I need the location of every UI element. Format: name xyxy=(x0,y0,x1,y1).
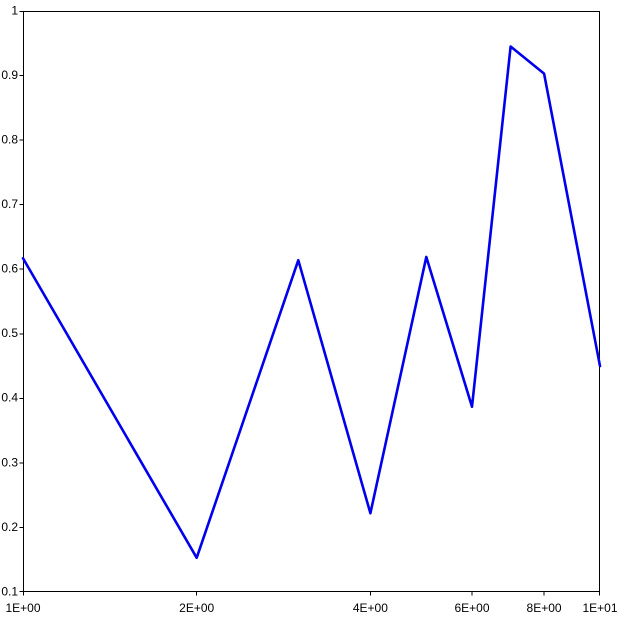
svg-text:0.9: 0.9 xyxy=(1,68,18,82)
svg-text:0.1: 0.1 xyxy=(1,585,18,599)
svg-text:0.7: 0.7 xyxy=(1,197,18,211)
svg-text:0.3: 0.3 xyxy=(1,456,18,470)
svg-text:6E+00: 6E+00 xyxy=(454,601,489,615)
svg-text:0.2: 0.2 xyxy=(1,520,18,534)
svg-text:0.4: 0.4 xyxy=(1,391,18,405)
svg-text:4E+00: 4E+00 xyxy=(353,601,388,615)
svg-text:1E+00: 1E+00 xyxy=(5,601,40,615)
svg-text:0.6: 0.6 xyxy=(1,262,18,276)
svg-text:1: 1 xyxy=(11,4,18,18)
svg-text:8E+00: 8E+00 xyxy=(527,601,562,615)
svg-text:0.8: 0.8 xyxy=(1,133,18,147)
svg-text:1E+01: 1E+01 xyxy=(582,601,617,615)
svg-text:2E+00: 2E+00 xyxy=(179,601,214,615)
svg-text:0.5: 0.5 xyxy=(1,326,18,340)
